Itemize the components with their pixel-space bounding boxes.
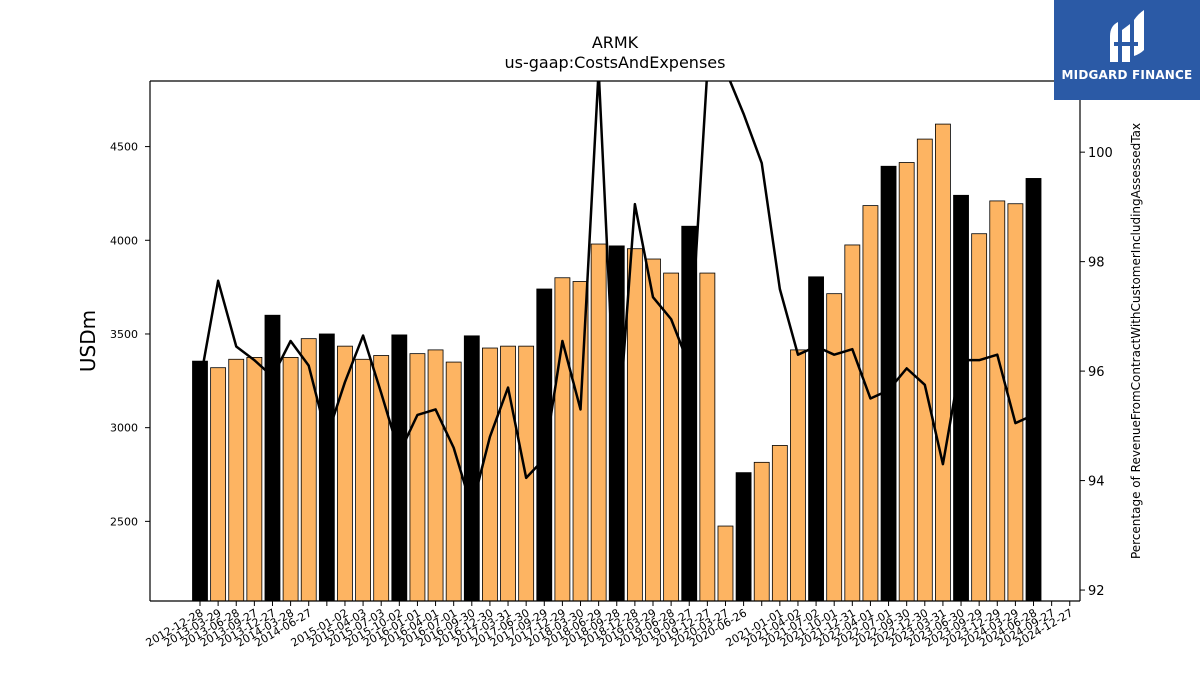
bar-2017-09-29 [536,288,553,602]
y2-tick-label-92: 92 [1088,584,1105,599]
logo-mark-icon [1110,10,1144,62]
bar-2013-12-27 [264,314,281,602]
y2-tick-label-94: 94 [1088,475,1105,490]
bar-2016-04-01 [427,349,444,602]
bar-2012-12-28 [192,360,208,602]
y2-tick-label-100: 100 [1088,146,1113,161]
y-tick-label-3000: 3000 [110,422,138,435]
y-axis-label: USDm [76,310,100,372]
y2-axis-label: Percentage of RevenueFromContractWithCus… [1129,123,1143,559]
bar-2023-03-31 [935,123,951,602]
bar-2017-03-31 [500,345,516,602]
y-axis-right: 92 94 96 98 100 [1080,146,1113,599]
bar-2014-03-28 [282,356,299,602]
bar-2022-04-01 [862,205,879,602]
bar-2013-03-29 [210,367,227,602]
bar-2016-07-01 [445,361,462,602]
bar-2013-06-28 [228,358,245,602]
brand-logo: MIDGARD FINANCE [1054,0,1200,100]
bar-2021-04-02 [790,349,806,602]
bar-2021-10-01 [826,293,843,602]
bar-2021-01-01 [771,445,788,602]
bar-2016-09-30 [463,335,480,602]
y-axis-left: 2500 3000 3500 4000 4500 [110,141,150,528]
bar-2020-10-02 [753,461,770,602]
y-tick-label-3500: 3500 [110,328,138,341]
y-tick-label-4500: 4500 [110,141,138,154]
logo-text: MIDGARD FINANCE [1061,68,1193,82]
bar-2017-12-29 [554,277,571,602]
bar-2020-06-26 [735,472,752,602]
bar-2014-06-27 [300,338,317,602]
bar-2018-06-29 [590,243,607,602]
bar-2023-12-29 [989,200,1006,602]
bar-2020-03-27 [717,525,734,602]
line-layer [198,81,1035,510]
bar-2021-07-02 [808,276,824,602]
bar-2015-10-02 [391,334,408,602]
bars-layer [192,123,1042,602]
bar-2021-12-31 [844,244,861,602]
bar-2016-12-30 [482,347,498,602]
bar-2022-12-30 [916,138,933,602]
bar-2022-09-30 [898,162,915,602]
chart-title: ARMK [592,33,639,52]
bar-2014-10-03 [318,333,335,602]
bar-2019-12-27 [699,272,716,602]
y-tick-label-2500: 2500 [110,515,138,528]
bar-2016-01-01 [409,353,426,602]
bar-2024-06-28 [1025,178,1042,602]
bar-2019-03-29 [645,258,661,602]
bar-2015-04-03 [355,358,371,602]
y-tick-label-4000: 4000 [110,234,138,247]
y2-tick-label-98: 98 [1088,256,1105,271]
bar-2023-06-30 [953,194,969,602]
x-axis: 2012-12-282013-03-292013-06-282013-09-27… [144,601,1075,650]
bar-2018-09-28 [608,245,625,602]
chart-subtitle: us-gaap:CostsAndExpenses [505,53,726,72]
bar-2023-09-29 [971,233,988,602]
y2-tick-label-96: 96 [1088,365,1105,380]
bar-2018-12-28 [626,248,643,602]
bar-2013-09-27 [246,356,263,602]
series-line [198,81,1035,510]
